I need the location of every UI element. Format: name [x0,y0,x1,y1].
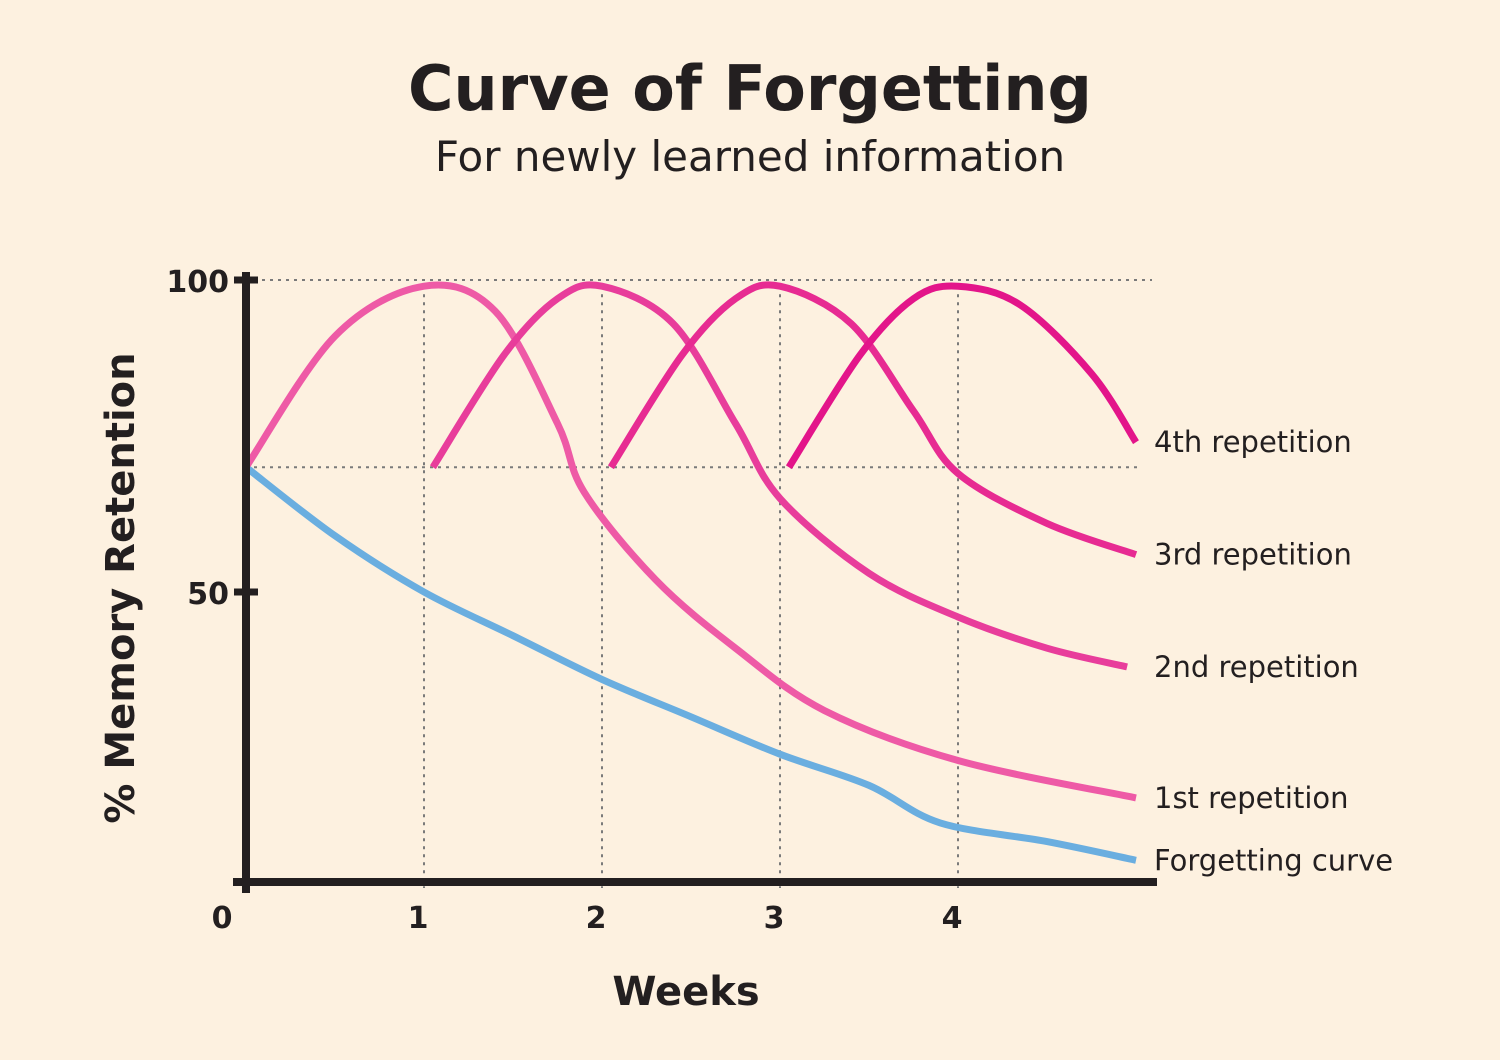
x-tick-label-1: 1 [408,901,429,936]
x-tick-label-0: 0 [212,901,233,936]
y-tick-label-100: 100 [166,265,229,300]
series-label-1st-repetition: 1st repetition [1154,781,1349,815]
tick-labels: 0 1 2 3 4 50 100 [166,265,962,936]
series-line-2nd-repetition [429,281,1128,671]
x-tick-label-3: 3 [764,901,785,936]
x-tick-label-4: 4 [942,901,963,936]
series-line-forgetting-curve [243,464,1137,864]
series-lines [243,281,1139,864]
axes [233,272,1157,893]
series-line-1st-repetition [243,281,1137,802]
chart-title: Curve of Forgetting [408,52,1092,125]
series-label-4th-repetition: 4th repetition [1154,425,1352,459]
series-line-3rd-repetition [607,281,1138,558]
x-tick-label-2: 2 [586,901,607,936]
series-line-4th-repetition [785,282,1139,470]
series-label-2nd-repetition: 2nd repetition [1154,650,1359,684]
y-tick-label-50: 50 [187,577,229,612]
y-axis-title: % Memory Retention [98,352,144,823]
series-labels: Forgetting curve 1st repetition 2nd repeti… [1154,425,1393,877]
x-axis-title: Weeks [612,969,759,1015]
chart-subtitle: For newly learned information [434,132,1066,181]
series-label-3rd-repetition: 3rd repetition [1154,538,1352,572]
grid-lines [246,279,1152,888]
series-label-forgetting-curve: Forgetting curve [1154,843,1393,877]
